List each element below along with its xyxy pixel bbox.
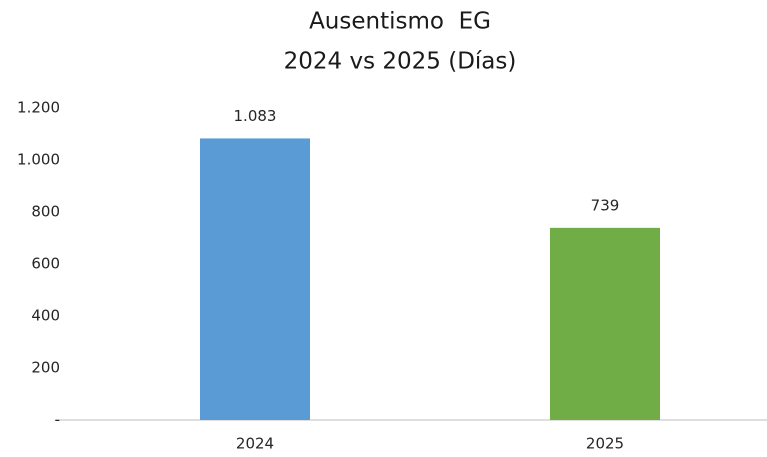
chart-title: Ausentismo EG <box>309 9 491 35</box>
y-tick-label: 200 <box>31 359 60 377</box>
y-tick-label: - <box>55 411 60 429</box>
chart-subtitle: 2024 vs 2025 (Días) <box>284 49 517 75</box>
y-tick-label: 400 <box>31 307 60 325</box>
x-tick-label: 2025 <box>586 435 624 453</box>
x-tick-label: 2024 <box>236 435 274 453</box>
data-label: 1.083 <box>234 107 277 125</box>
y-tick-label: 1.000 <box>17 151 60 169</box>
bar <box>200 138 310 421</box>
y-tick-label: 800 <box>31 203 60 221</box>
y-tick-label: 600 <box>31 255 60 273</box>
y-tick-label: 1.200 <box>17 99 60 117</box>
bar <box>550 227 660 420</box>
data-label: 739 <box>591 196 620 214</box>
